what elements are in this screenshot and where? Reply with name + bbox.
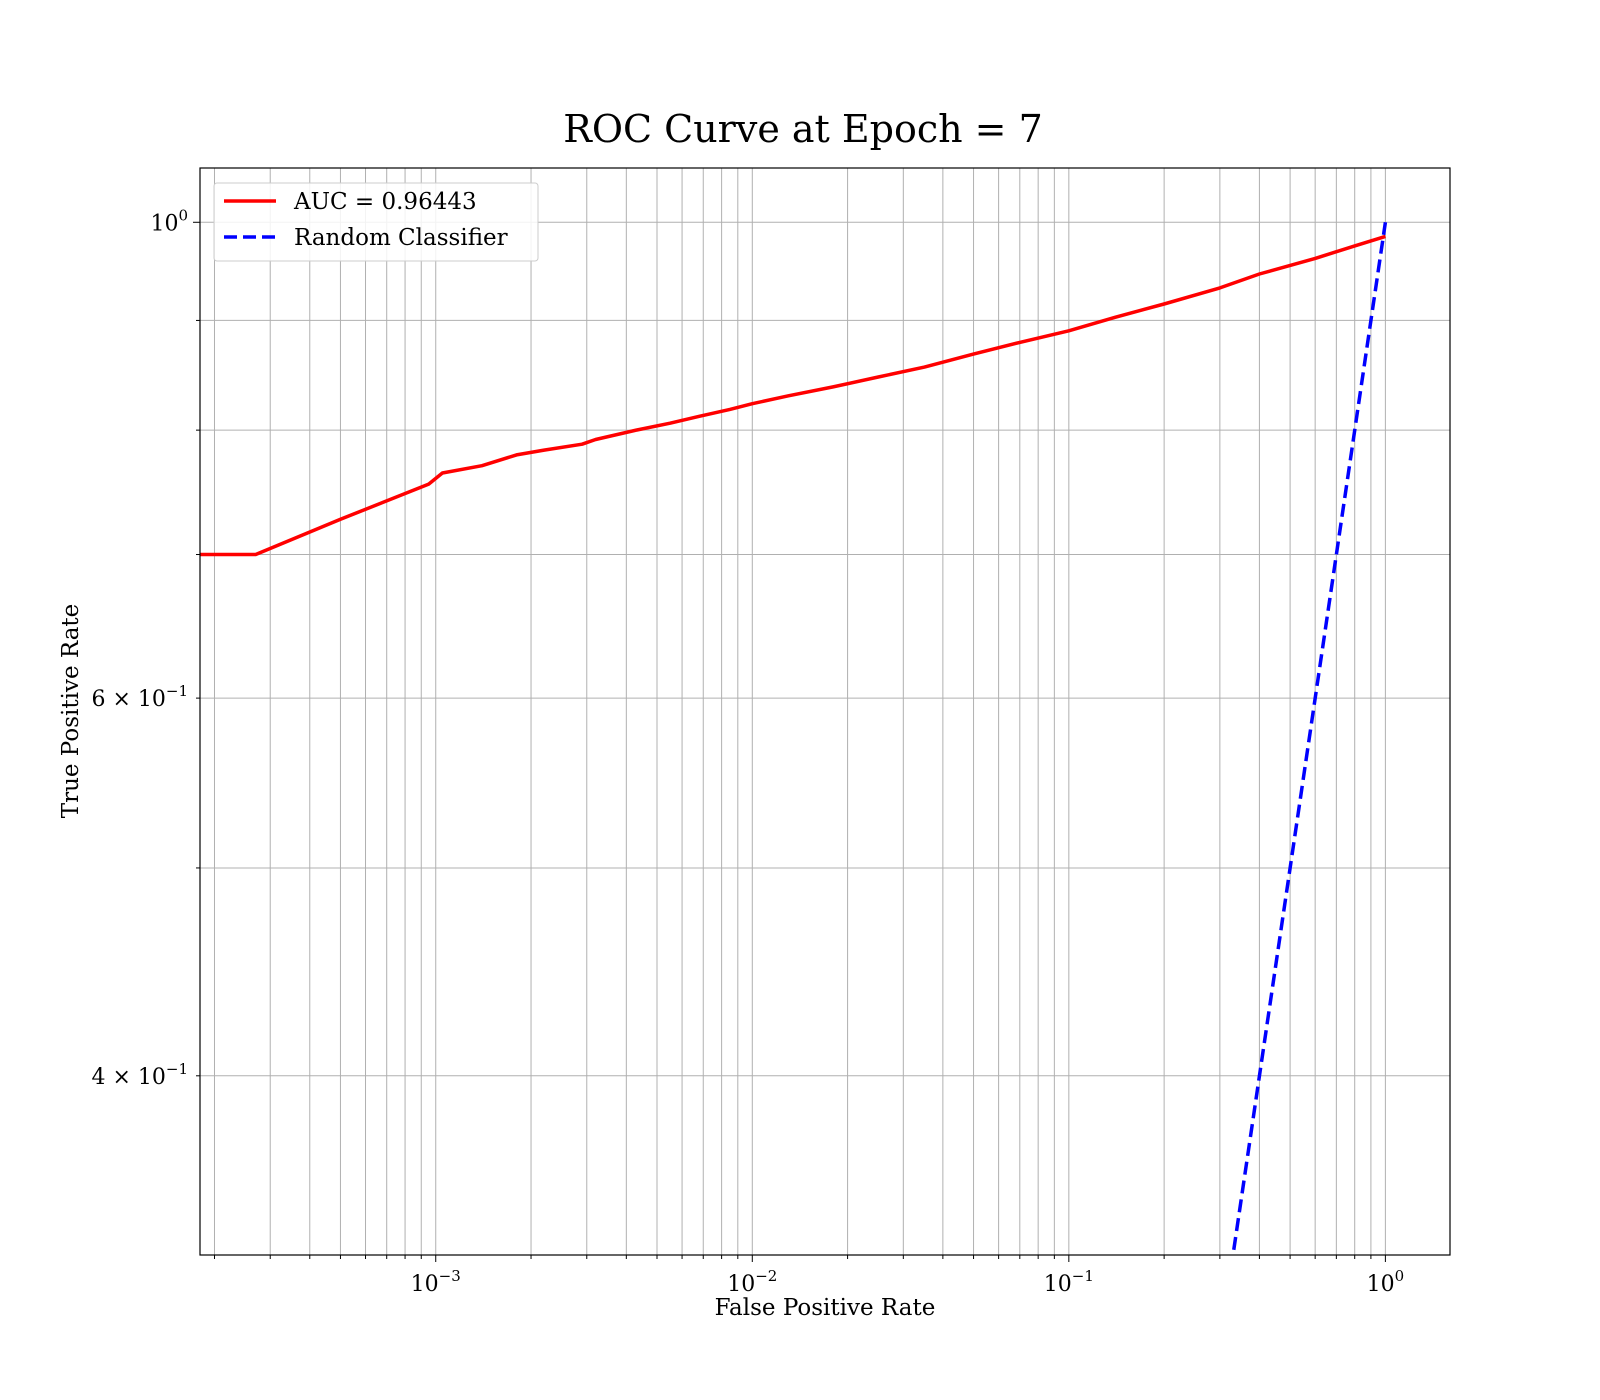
x-tick-label: 10−2 — [727, 1267, 777, 1297]
legend-label-auc: AUC = 0.96443 — [293, 189, 477, 215]
x-tick-label: 100 — [1367, 1267, 1405, 1297]
y-axis-ticks: 100 6 × 10−1 4 × 10−1 — [91, 206, 200, 1090]
legend-box — [213, 182, 539, 262]
y-tick-label: 6 × 10−1 — [91, 682, 188, 712]
legend-label-random: Random Classifier — [294, 225, 508, 251]
x-axis-label: False Positive Rate — [715, 1295, 936, 1321]
y-axis-label: True Positive Rate — [58, 604, 84, 819]
series-line-random-classifier — [1231, 222, 1388, 1255]
legend: AUC = 0.96443 Random Classifier — [213, 182, 539, 262]
chart-title: ROC Curve at Epoch = 7 — [563, 107, 1043, 151]
series-group — [200, 222, 1388, 1255]
y-tick-label: 100 — [150, 206, 188, 236]
series-layer — [200, 222, 1388, 1255]
x-tick-label: 10−1 — [1044, 1267, 1094, 1297]
grid — [200, 168, 1450, 1255]
plot-frame — [199, 167, 1451, 1256]
y-tick-label: 4 × 10−1 — [91, 1060, 188, 1090]
x-tick-label: 10−3 — [411, 1267, 461, 1297]
x-axis-ticks: 10−3 10−2 10−1 100 — [213, 1255, 1405, 1297]
series-line-auc — [200, 234, 1386, 557]
